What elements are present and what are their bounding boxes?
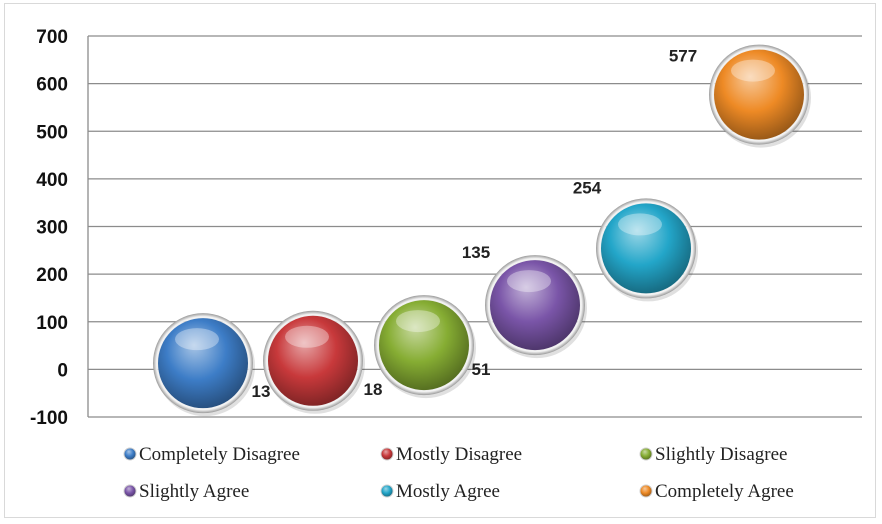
data-label: 254 <box>573 178 602 197</box>
legend-marker <box>639 447 653 461</box>
legend-marker <box>123 484 137 498</box>
y-tick-label: 300 <box>36 218 68 239</box>
legend-label: Mostly Agree <box>396 481 500 502</box>
legend-marker <box>380 484 394 498</box>
legend-label: Completely Disagree <box>139 444 300 465</box>
legend-item: Mostly Agree <box>380 481 500 502</box>
y-tick-label: 0 <box>57 360 68 381</box>
y-tick-label: 200 <box>36 265 68 286</box>
bubble-slightly-agree <box>485 255 587 359</box>
legend-item: Mostly Disagree <box>380 444 522 465</box>
legend-item: Completely Disagree <box>123 444 300 465</box>
legend-label: Completely Agree <box>655 481 794 502</box>
bubble-completely-disagree <box>153 313 255 417</box>
data-label: 577 <box>669 47 697 66</box>
data-label: 51 <box>472 360 491 379</box>
y-tick-label: 100 <box>36 313 68 334</box>
bubble-mostly-disagree <box>263 310 365 414</box>
y-tick-label: 400 <box>36 170 68 191</box>
legend-item: Slightly Agree <box>123 481 249 502</box>
data-label: 135 <box>462 243 490 262</box>
legend-marker <box>123 447 137 461</box>
legend-label: Mostly Disagree <box>396 444 522 465</box>
data-label: 13 <box>252 382 271 401</box>
legend-item: Slightly Disagree <box>639 444 787 465</box>
bubble-mostly-agree <box>596 198 698 302</box>
legend-marker <box>380 447 394 461</box>
bubble-slightly-disagree <box>374 295 476 399</box>
legend-label: Slightly Agree <box>139 481 249 502</box>
y-tick-label: 500 <box>36 122 68 143</box>
legend-marker <box>639 484 653 498</box>
y-tick-label: 600 <box>36 75 68 96</box>
legend-label: Slightly Disagree <box>655 444 787 465</box>
legend-item: Completely Agree <box>639 481 794 502</box>
bubble-completely-agree <box>709 44 811 148</box>
y-tick-label: 700 <box>36 27 68 48</box>
data-label: 18 <box>364 380 383 399</box>
y-tick-label: -100 <box>30 408 68 429</box>
